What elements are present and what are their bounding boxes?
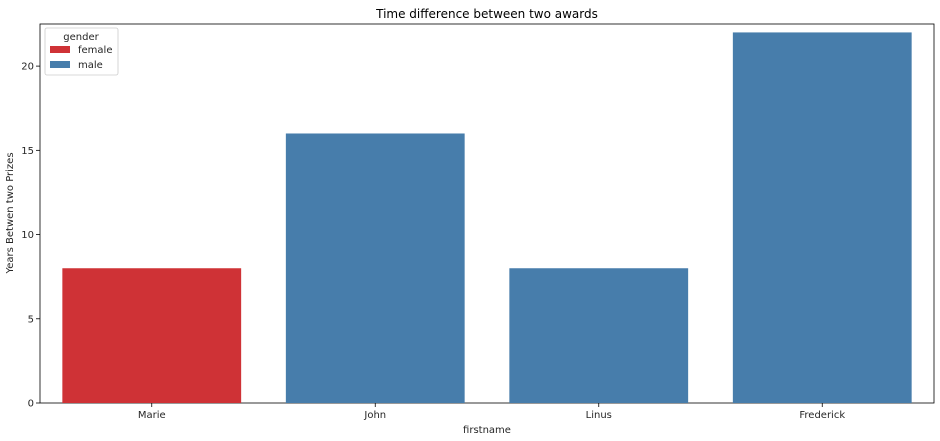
legend-label-male: male	[78, 60, 103, 71]
x-tick-label: John	[363, 410, 386, 421]
x-tick-label: Marie	[138, 410, 166, 421]
y-tick-label: 0	[28, 399, 34, 410]
legend: gender female male	[44, 27, 119, 76]
bar-frederick	[732, 32, 912, 404]
legend-label-female: female	[78, 45, 112, 56]
y-tick-label: 10	[21, 230, 34, 241]
x-tick-label: Frederick	[799, 410, 845, 421]
legend-title: gender	[63, 32, 99, 43]
legend-swatch-male	[50, 61, 70, 68]
plot-frame	[39, 23, 935, 404]
x-axis-label: firstname	[463, 425, 511, 436]
y-tick-label: 20	[21, 62, 34, 73]
bar-linus	[509, 268, 689, 403]
bars	[62, 32, 912, 404]
plot-area	[39, 23, 935, 404]
y-tick-label: 5	[28, 314, 34, 325]
y-axis: 0 5 10 15 20	[21, 62, 40, 410]
chart-title: Time difference between two awards	[375, 7, 598, 21]
x-tick-label: Linus	[586, 410, 612, 421]
bar-marie	[62, 268, 242, 403]
legend-entries: female male	[50, 45, 112, 71]
y-axis-label: Years Betwen two Prizes	[5, 152, 16, 274]
x-axis: Marie John Linus Frederick	[138, 403, 845, 421]
y-tick-label: 15	[21, 146, 34, 157]
bar-john	[285, 133, 465, 403]
legend-swatch-female	[50, 46, 70, 53]
